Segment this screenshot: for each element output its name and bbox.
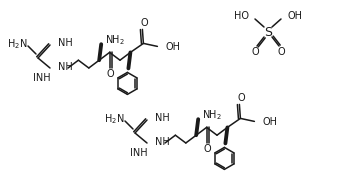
Text: NH: NH [155,113,170,123]
Text: S: S [264,26,272,39]
Text: OH: OH [166,42,180,52]
Text: O: O [107,69,115,79]
Text: NH$_2$: NH$_2$ [202,108,222,122]
Text: O: O [204,144,211,154]
Text: OH: OH [288,11,303,21]
Text: O: O [277,47,285,57]
Text: NH: NH [58,62,73,72]
Text: HO: HO [234,11,249,21]
Text: NH: NH [58,38,73,48]
Text: NH$_2$: NH$_2$ [105,33,125,47]
Text: OH: OH [262,117,277,127]
Text: H$_2$N: H$_2$N [104,112,124,126]
Text: INH: INH [130,148,148,158]
Text: O: O [251,47,259,57]
Text: H$_2$N: H$_2$N [6,37,27,51]
Text: O: O [238,93,245,103]
Text: O: O [141,18,148,28]
Text: NH: NH [155,137,170,147]
Text: INH: INH [33,73,51,83]
